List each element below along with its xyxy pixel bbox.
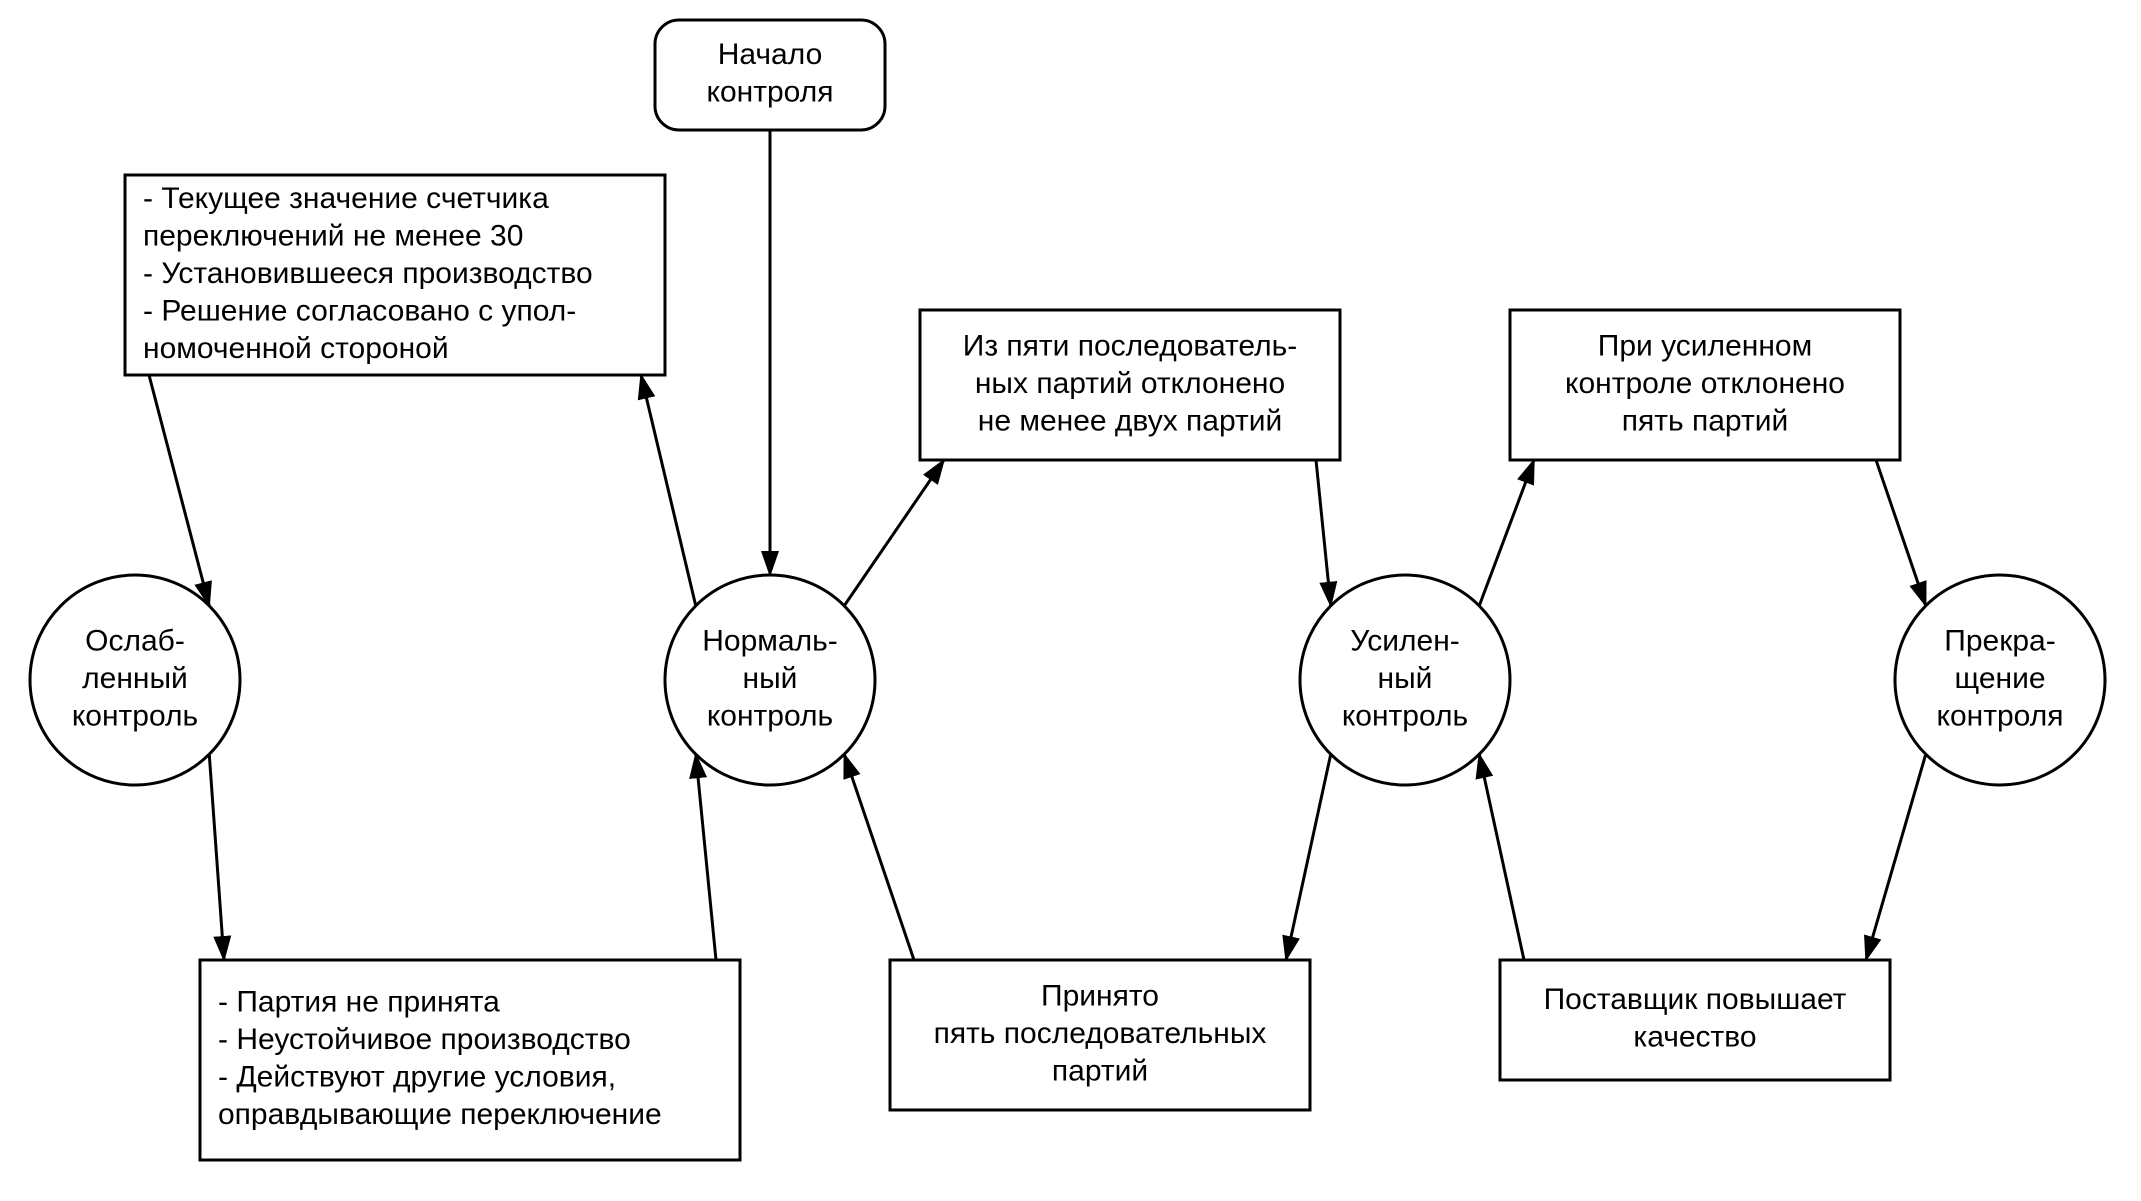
svg-text:- Решение согласовано с упол-: - Решение согласовано с упол- xyxy=(143,294,576,327)
edge-cond_bot_right-to-circle_tight xyxy=(1479,754,1524,960)
edge-circle_tight-to-cond_bot_mid xyxy=(1286,754,1331,960)
svg-text:щение: щение xyxy=(1954,662,2045,695)
svg-text:оправдывающие переключение: оправдывающие переключение xyxy=(218,1098,662,1131)
svg-text:ный: ный xyxy=(743,662,798,695)
svg-text:Принято: Принято xyxy=(1041,979,1159,1012)
svg-text:номоченной стороной: номоченной стороной xyxy=(143,332,449,365)
nodes-layer: Начало контроля - Текущее значение счетчик… xyxy=(30,20,2105,1160)
edge-cond_bot_left-to-circle_normal xyxy=(696,754,716,960)
svg-text:контроль: контроль xyxy=(1342,699,1468,732)
svg-text:- Неустойчивое производство: - Неустойчивое производство xyxy=(218,1023,631,1056)
edge-circle_tight-to-cond_top_right xyxy=(1479,460,1534,606)
svg-text:не менее двух партий: не менее двух партий xyxy=(978,404,1283,437)
svg-text:Из пяти последователь-: Из пяти последователь- xyxy=(963,329,1297,362)
edge-cond_top_left-to-circle_weak xyxy=(149,375,209,606)
svg-text:- Текущее значение счетчика: - Текущее значение счетчика xyxy=(143,182,549,215)
edge-cond_top_mid-to-circle_tight xyxy=(1316,460,1331,606)
svg-text:Ослаб-: Ослаб- xyxy=(85,624,185,657)
svg-text:ный: ный xyxy=(1378,662,1433,695)
svg-text:качество: качество xyxy=(1633,1021,1756,1054)
svg-text:контроля: контроля xyxy=(1937,699,2064,732)
svg-text:пять последовательных: пять последовательных xyxy=(934,1017,1267,1050)
edge-cond_bot_mid-to-circle_normal xyxy=(844,754,914,960)
edge-circle_normal-to-cond_top_left xyxy=(641,375,696,606)
svg-text:При усиленном: При усиленном xyxy=(1598,329,1812,362)
edge-circle_weak-to-cond_bot_left xyxy=(209,754,224,960)
edge-circle_stop-to-cond_bot_right xyxy=(1866,754,1926,960)
svg-text:- Установившееся производство: - Установившееся производство xyxy=(143,257,593,290)
svg-text:Прекра-: Прекра- xyxy=(1944,624,2055,657)
svg-text:Усилен-: Усилен- xyxy=(1350,624,1460,657)
svg-text:контроле отклонено: контроле отклонено xyxy=(1565,367,1845,400)
svg-text:ленный: ленный xyxy=(82,662,188,695)
svg-text:Нормаль-: Нормаль- xyxy=(702,624,837,657)
svg-text:партий: партий xyxy=(1052,1054,1148,1087)
svg-text:Поставщик повышает: Поставщик повышает xyxy=(1544,983,1847,1016)
svg-text:переключений не менее 30: переключений не менее 30 xyxy=(143,219,523,252)
edge-circle_normal-to-cond_top_mid xyxy=(844,460,944,606)
svg-text:контроль: контроль xyxy=(72,699,198,732)
svg-text:- Действуют другие условия,: - Действуют другие условия, xyxy=(218,1061,616,1094)
svg-text:пять партий: пять партий xyxy=(1622,404,1788,437)
svg-text:Начало: Начало xyxy=(718,38,823,71)
svg-text:ных партий отклонено: ных партий отклонено xyxy=(975,367,1285,400)
flowchart-diagram: Начало контроля - Текущее значение счетчик… xyxy=(0,0,2141,1201)
edge-cond_top_right-to-circle_stop xyxy=(1876,460,1926,606)
svg-text:- Партия не принята: - Партия не принята xyxy=(218,986,500,1019)
svg-text:контроль: контроль xyxy=(707,699,833,732)
svg-text:контроля: контроля xyxy=(707,76,834,109)
